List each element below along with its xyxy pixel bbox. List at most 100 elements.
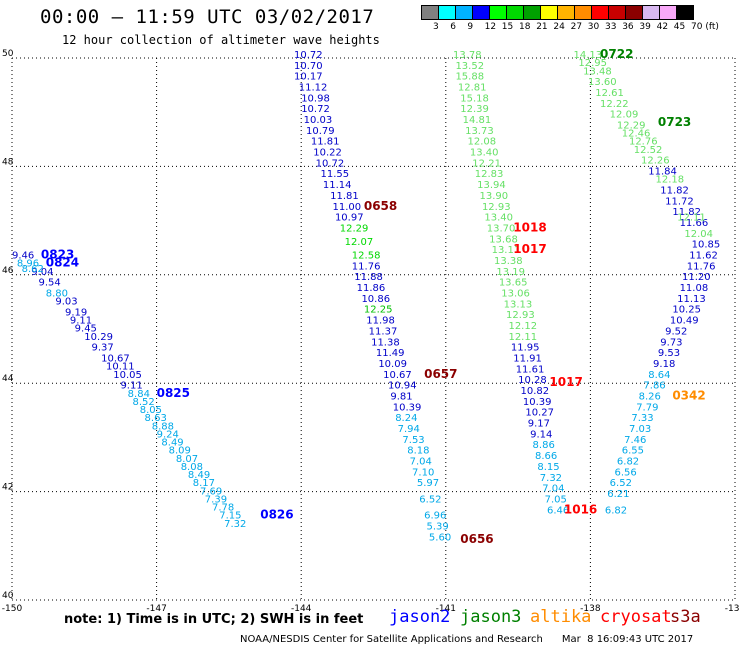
wave-height-value: 12.93 — [482, 202, 511, 213]
wave-height-value: 7.39 — [205, 494, 227, 505]
wave-height-value: 12.52 — [634, 145, 663, 156]
scale-label-4: 15 — [501, 22, 514, 32]
wave-height-scale-labels: 3 6 9 12 15 18 21 24 27 30 33 36 39 42 45 70 (ft) — [422, 22, 732, 34]
wave-height-value: 10.67 — [383, 370, 412, 381]
wave-height-value: 9.17 — [528, 419, 550, 430]
wave-height-value: 6.55 — [622, 446, 644, 457]
wave-height-value: 10.86 — [361, 294, 390, 305]
wave-height-value: 11.66 — [680, 218, 709, 229]
wave-height-value: 6.52 — [610, 478, 632, 489]
wave-height-value: 7.78 — [212, 503, 234, 514]
wave-height-value: 10.39 — [523, 397, 552, 408]
wave-height-value: 12.11 — [677, 213, 706, 224]
wave-height-value: 8.62 — [22, 264, 44, 275]
wave-height-value: 12.76 — [629, 137, 658, 148]
wave-height-value: 8.86 — [533, 440, 555, 451]
pass-time-label: 1018 — [513, 220, 546, 234]
wave-height-value: 12.25 — [364, 305, 393, 316]
wave-height-value: 9.81 — [390, 391, 412, 402]
wave-height-value: 10.29 — [84, 332, 113, 343]
wave-height-value: 8.66 — [535, 451, 557, 462]
wave-height-value: 10.49 — [670, 316, 699, 327]
wave-height-value: 7.04 — [542, 484, 564, 495]
lon-label: -150 — [2, 604, 23, 614]
wave-height-value: 12.07 — [345, 237, 374, 248]
wave-height-value: 11.49 — [376, 348, 405, 359]
wave-height-value: 8.52 — [133, 397, 155, 408]
wave-height-value: 10.25 — [672, 305, 701, 316]
wave-height-value: 12.93 — [506, 310, 535, 321]
pass-time-label: 0658 — [364, 199, 397, 213]
satellite-jason3: jason3 — [460, 607, 522, 627]
wave-height-value: 9.54 — [39, 278, 61, 289]
wave-height-value: 11.76 — [687, 261, 716, 272]
wave-height-value: 11.38 — [371, 337, 400, 348]
wave-height-value: 9.14 — [530, 429, 552, 440]
wave-height-color-scale — [421, 5, 694, 20]
lon-label: -138 — [580, 604, 601, 614]
wave-height-value: 10.11 — [106, 362, 135, 373]
wave-height-value: 7.05 — [545, 494, 567, 505]
scale-label-6: 21 — [536, 22, 548, 32]
scale-label-7: 24 — [553, 22, 565, 32]
wave-height-value: 13.48 — [583, 66, 612, 77]
wave-height-value: 12.58 — [352, 251, 381, 262]
wave-height-value: 11.84 — [648, 167, 677, 178]
wave-height-value: 8.63 — [145, 413, 167, 424]
wave-height-value: 6.21 — [607, 489, 629, 500]
scale-label-12: 39 — [639, 22, 651, 32]
wave-height-value: 9.37 — [92, 343, 114, 354]
lon-label: -144 — [291, 604, 312, 614]
scale-label-15: 70 (ft) — [691, 22, 719, 32]
track-d2: 8.968.628.808.848.528.058.638.889.248.49… — [17, 259, 247, 530]
wave-height-value: 11.20 — [682, 272, 711, 283]
scale-swatch-15 — [676, 5, 694, 20]
wave-height-value: 10.67 — [101, 354, 130, 365]
pass-time-label: 0722 — [600, 47, 633, 61]
satellite-s3a: s3a — [670, 607, 701, 627]
page-subtitle: 12 hour collection of altimeter wave hei… — [62, 33, 380, 47]
wave-height-value: 11.82 — [672, 207, 701, 218]
wave-height-value: 8.24 — [395, 413, 417, 424]
lat-label: 48 — [2, 157, 14, 167]
pass-time-label: 1017 — [549, 375, 582, 389]
wave-height-value: 10.17 — [294, 72, 323, 83]
wave-height-value: 13.78 — [453, 50, 482, 61]
wave-height-value: 11.55 — [320, 169, 349, 180]
page-title: 00:00 – 11:59 UTC 03/02/2017 — [40, 6, 375, 28]
wave-height-value: 13.70 — [487, 223, 516, 234]
wave-height-value: 9.04 — [31, 267, 53, 278]
footer-credit: NOAA/NESDIS Center for Satellite Applica… — [240, 634, 694, 645]
wave-height-value: 10.70 — [294, 61, 323, 72]
wave-height-value: 7.94 — [398, 424, 420, 435]
wave-height-value: 9.03 — [55, 297, 77, 308]
wave-height-value: 9.73 — [660, 337, 682, 348]
wave-height-value: 13.65 — [499, 278, 528, 289]
scale-label-5: 18 — [519, 22, 531, 32]
wave-height-value: 8.64 — [648, 370, 670, 381]
wave-height-value: 10.98 — [301, 93, 330, 104]
wave-height-value: 11.82 — [660, 186, 689, 197]
scale-label-11: 36 — [622, 22, 634, 32]
lon-label: -147 — [146, 604, 166, 614]
wave-height-value: 5.39 — [427, 522, 449, 533]
wave-height-value: 8.49 — [188, 470, 210, 481]
wave-height-value: 7.69 — [200, 486, 222, 497]
wave-height-value: 10.39 — [393, 402, 422, 413]
pass-time-label: 0656 — [460, 532, 493, 546]
wave-height-value: 10.72 — [301, 104, 330, 115]
wave-height-value: 12.12 — [508, 321, 537, 332]
pass-time-label: 0657 — [424, 367, 457, 381]
wave-height-value: 7.10 — [412, 467, 434, 478]
wave-height-value: 8.07 — [176, 454, 198, 465]
lat-label: 50 — [2, 49, 14, 59]
wave-height-value: 10.03 — [304, 115, 333, 126]
wave-height-value: 10.28 — [518, 375, 547, 386]
wave-height-value: 9.19 — [65, 307, 87, 318]
wave-height-value: 10.27 — [525, 408, 554, 419]
wave-height-value: 8.09 — [169, 446, 191, 457]
track-a: 10.7210.7010.1711.1210.9810.7210.0310.79… — [294, 50, 364, 224]
wave-height-value: 8.05 — [140, 405, 162, 416]
pass-time-label: 0342 — [672, 388, 705, 402]
